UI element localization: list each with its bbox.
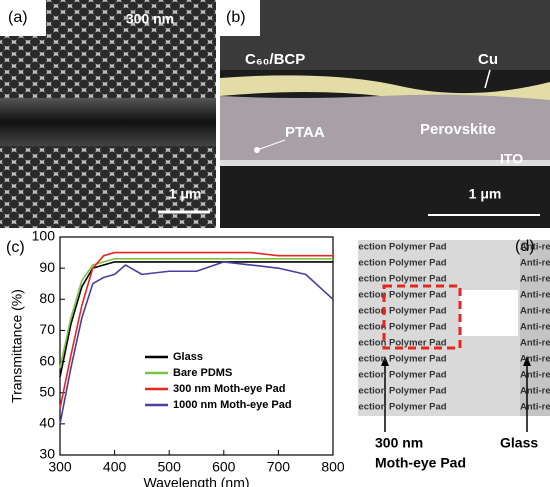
label-bg <box>0 0 46 36</box>
panel-c: (c) 300 400 500 600 700 800 30 40 50 60 70 80 90 100 W… <box>6 228 345 487</box>
photo-text: Anti-reflection Polymer Pad <box>520 322 550 333</box>
legend-label: Bare PDMS <box>173 367 232 379</box>
x-tick-label: 700 <box>267 459 291 475</box>
x-tick-label: 600 <box>212 459 236 475</box>
y-tick-label: 80 <box>39 290 55 306</box>
panel-d: (d) 300 nm Moth-eye Pad Glass Anti-refle… <box>322 238 550 471</box>
ito-layer <box>220 160 550 166</box>
y-tick-label: 30 <box>39 446 55 462</box>
scale-label: 1 μm <box>169 186 202 202</box>
panel-label: (d) <box>515 238 535 255</box>
photo-text: Anti-reflection Polymer Pad <box>322 402 447 413</box>
arrow-head <box>523 356 531 366</box>
perovskite-layer <box>220 94 550 160</box>
scale-label: 300 nm <box>126 11 174 27</box>
photo-text: Anti-reflection Polymer Pad <box>322 274 447 285</box>
photo-text: Anti-reflection Polymer Pad <box>322 338 447 349</box>
x-tick-label: 800 <box>321 459 345 475</box>
y-tick-label: 100 <box>32 228 56 244</box>
label-bg <box>220 0 260 36</box>
photo-text: Anti-reflection Polymer Pad <box>520 386 550 397</box>
series-line <box>59 258 333 368</box>
layer-label: Perovskite <box>420 121 496 138</box>
y-tick-label: 50 <box>39 383 55 399</box>
photo-text: Anti-reflection Polymer Pad <box>322 354 447 365</box>
series-line <box>59 251 333 409</box>
y-tick-label: 90 <box>39 259 55 275</box>
y-tick-label: 70 <box>39 321 55 337</box>
layer-label: ITO <box>500 151 523 167</box>
pointer <box>484 69 491 89</box>
x-tick-label: 500 <box>158 459 182 475</box>
panel-label: (c) <box>6 239 25 256</box>
cu-layer <box>220 75 550 102</box>
layer-label: PTAA <box>285 124 325 141</box>
sample-label: 300 nm <box>375 435 423 451</box>
panel-label: (a) <box>8 9 28 26</box>
moth-eye-region <box>382 284 462 350</box>
photo-text: Anti-reflection Polymer Pad <box>520 242 550 253</box>
panel-b: (b) C₆₀/BCP Cu PTAA Perovskite ITO 1 μm <box>220 0 550 228</box>
photo-text: Anti-reflection Polymer Pad <box>322 306 447 317</box>
arrow-head <box>381 356 389 366</box>
photo-text: Anti-reflection Polymer Pad <box>520 258 550 269</box>
series-line <box>59 261 334 425</box>
photo-text: Anti-reflection Polymer Pad <box>520 306 550 317</box>
panel-label: (b) <box>226 9 246 26</box>
x-axis-label: Wavelength (nm) <box>143 475 249 487</box>
layer-label: Cu <box>478 51 498 68</box>
photo-text: Anti-reflection Polymer Pad <box>322 258 447 269</box>
top-layer <box>220 0 550 70</box>
panel-a: (a) 300 nm 1 μm <box>0 0 216 228</box>
hidden-region <box>460 290 518 336</box>
y-tick-label: 60 <box>39 352 55 368</box>
sample-label: Moth-eye Pad <box>375 455 466 471</box>
cross-section <box>0 98 216 146</box>
photo-text: Anti-reflection Polymer Pad <box>520 402 550 413</box>
layer-label: C₆₀/BCP <box>245 51 305 68</box>
photo-text: Anti-reflection Polymer Pad <box>322 290 447 301</box>
x-tick-label: 400 <box>103 459 127 475</box>
legend-label: Glass <box>173 351 203 363</box>
legend-label: 300 nm Moth-eye Pad <box>173 383 285 395</box>
legend-label: 1000 nm Moth-eye Pad <box>173 399 292 411</box>
photo-text: Anti-reflection Polymer Pad <box>520 274 550 285</box>
y-axis-label: Transmittance (%) <box>9 289 25 403</box>
photo-text: Anti-reflection Polymer Pad <box>520 290 550 301</box>
pointer <box>256 139 286 151</box>
photo-text: Anti-reflection Polymer Pad <box>322 322 447 333</box>
plot-frame <box>59 236 334 456</box>
photo-text: Anti-reflection Polymer Pad <box>520 338 550 349</box>
x-tick-label: 300 <box>48 459 72 475</box>
scale-label: 1 μm <box>469 186 502 202</box>
y-tick-label: 40 <box>39 415 55 431</box>
photo-text: Anti-reflection Polymer Pad <box>322 370 447 381</box>
photo-text: Anti-reflection Polymer Pad <box>322 242 447 253</box>
series-line <box>59 261 333 378</box>
photo-text: Anti-reflection Polymer Pad <box>520 370 550 381</box>
glass-region <box>520 240 550 416</box>
photo-text: Anti-reflection Polymer Pad <box>520 354 550 365</box>
sample-label: Glass <box>500 435 538 451</box>
photo-text: Anti-reflection Polymer Pad <box>322 386 447 397</box>
